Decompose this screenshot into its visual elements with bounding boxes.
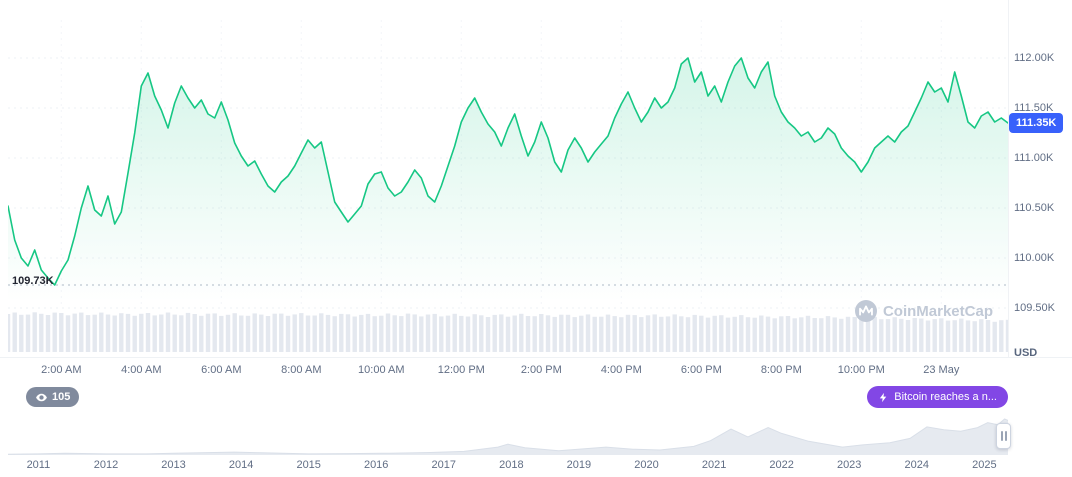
x-axis-label: 10:00 AM (358, 364, 405, 376)
x-axis-label: 2:00 PM (520, 364, 562, 376)
y-axis-label: 110.50K (1014, 202, 1055, 214)
timeline-year-label: 2024 (904, 459, 930, 471)
timeline-year-label: 2021 (701, 459, 727, 471)
coinmarketcap-logo-icon (854, 300, 877, 322)
watchers-badge[interactable]: 105 (26, 387, 80, 407)
y-axis-label: 109.50K (1014, 302, 1055, 314)
y-axis-border (1008, 0, 1009, 357)
y-axis-label: 110.00K (1014, 252, 1055, 264)
timeline-year-label: 2020 (634, 459, 659, 471)
current-price-value: 111.35K (1016, 117, 1057, 129)
timeline-year-label: 2011 (26, 459, 51, 471)
price-chart-area[interactable] (8, 0, 1008, 310)
y-axis-label: 111.50K (1014, 102, 1054, 114)
news-ticker-text: Bitcoin reaches a n... (894, 391, 997, 403)
timeline-year-axis: 2011 2012 2013 2014 2015 2016 2017 2018 2019 2020… (0, 459, 1072, 473)
x-axis-label: 2:00 AM (41, 364, 82, 376)
y-axis-label: 111.00K (1014, 152, 1054, 164)
timeline-year-label: 2014 (228, 459, 254, 471)
x-axis-label: 4:00 PM (600, 364, 642, 376)
watermark-text: CoinMarketCap (882, 302, 993, 320)
lightning-icon (878, 392, 889, 403)
x-axis-label: 23 May (923, 364, 960, 376)
timeline-year-label: 2012 (93, 459, 119, 471)
timeline-minimap[interactable] (0, 413, 1072, 457)
timeline-year-label: 2017 (431, 459, 457, 471)
news-ticker-badge[interactable]: Bitcoin reaches a n... (867, 386, 1008, 408)
x-axis: 2:00 AM 4:00 AM 6:00 AM 8:00 AM 10:00 AM 12:0… (8, 364, 1008, 380)
timeline-year-label: 2015 (296, 459, 321, 471)
volume-bars (8, 312, 1008, 352)
min-price-label: 109.73K (12, 275, 54, 287)
watchers-count: 105 (52, 391, 71, 403)
x-axis-label: 8:00 AM (281, 364, 322, 376)
x-axis-label: 12:00 PM (437, 364, 485, 376)
axis-divider (0, 357, 1072, 358)
minimap-brush-handle[interactable] (996, 423, 1011, 449)
timeline-year-label: 2018 (499, 459, 524, 471)
x-axis-label: 10:00 PM (837, 364, 885, 376)
y-axis-label: 112.00K (1014, 52, 1055, 64)
x-axis-label: 4:00 AM (121, 364, 162, 376)
timeline-year-label: 2023 (836, 459, 862, 471)
eye-icon (35, 391, 48, 404)
currency-label: USD (1014, 347, 1038, 359)
x-axis-label: 6:00 AM (201, 364, 242, 376)
y-axis: 112.00K 111.50K 111.00K 110.50K 110.00K 109.5… (1012, 0, 1070, 357)
current-price-badge: 111.35K (1009, 113, 1064, 133)
coinmarketcap-watermark: CoinMarketCap (854, 300, 993, 322)
price-line-chart[interactable] (8, 0, 1008, 310)
x-axis-label: 8:00 PM (760, 364, 802, 376)
timeline-year-label: 2019 (566, 459, 592, 471)
timeline-year-label: 2025 (972, 459, 997, 471)
timeline-year-label: 2013 (161, 459, 186, 471)
x-axis-label: 6:00 PM (680, 364, 722, 376)
timeline-year-label: 2022 (769, 459, 794, 471)
timeline-year-label: 2016 (363, 459, 389, 471)
